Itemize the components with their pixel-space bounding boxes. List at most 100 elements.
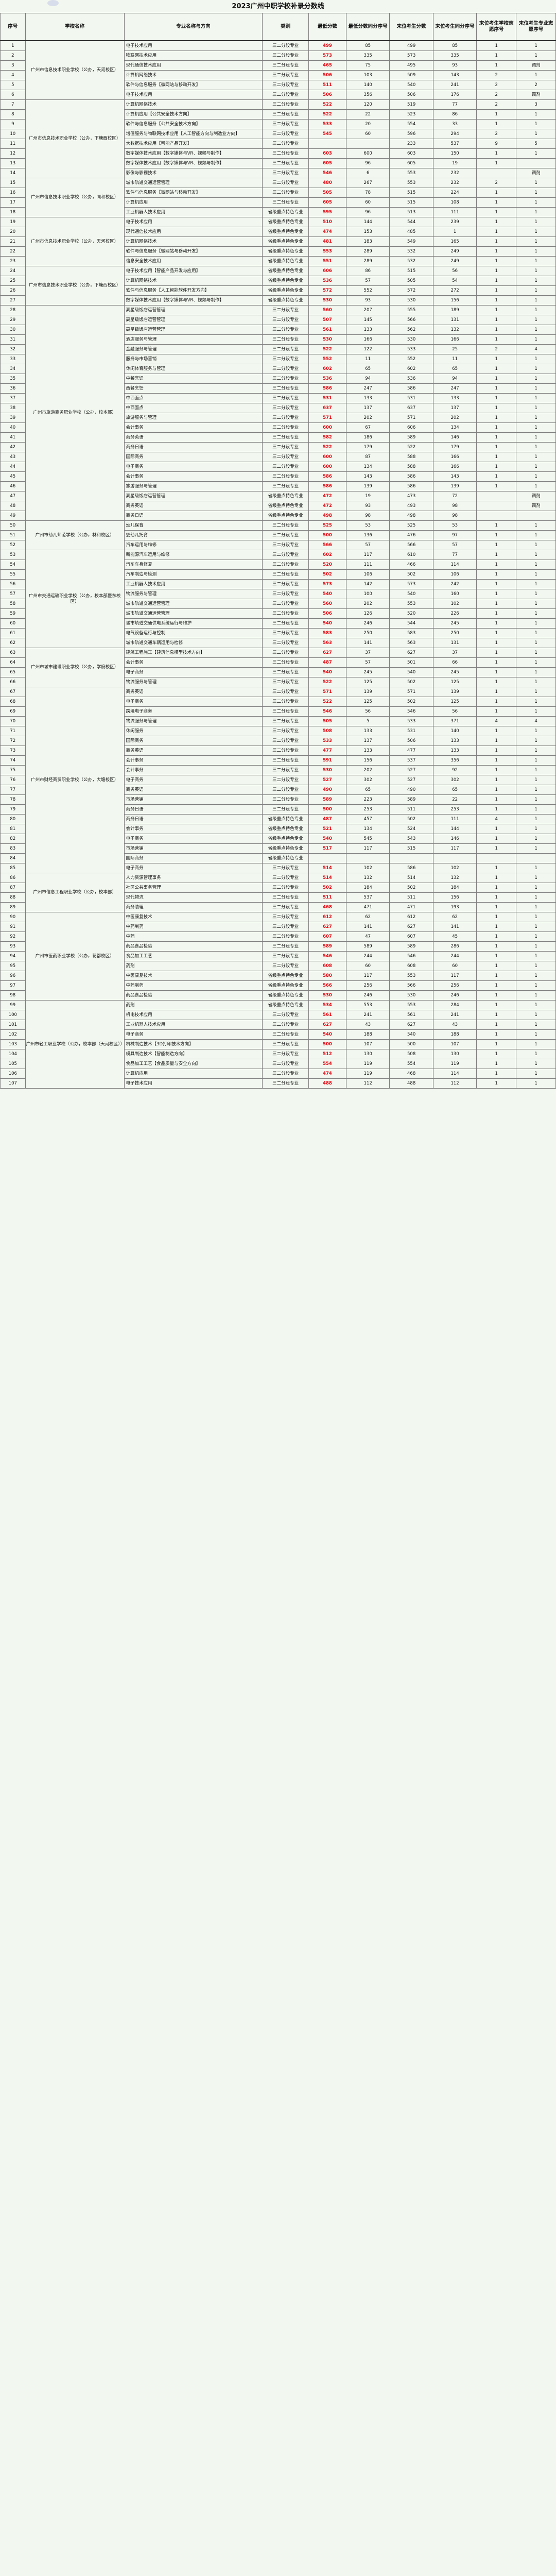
cell-category: 三二分段专业: [262, 188, 309, 198]
cell-min-score: 540: [308, 618, 346, 629]
cell-major-wish: 1: [516, 785, 556, 795]
cell-category: 三二分段专业: [262, 119, 309, 129]
cell-school-wish: 1: [476, 628, 517, 638]
cell-min-rank: 103: [345, 70, 390, 80]
cell-school-wish: 1: [476, 403, 517, 413]
cell-last-score: 520: [389, 608, 433, 619]
cell-last-score: 488: [389, 1078, 433, 1089]
cell-min-score: 480: [308, 178, 346, 188]
cell-last-score: 540: [389, 589, 433, 599]
cell-category: 三二分段专业: [262, 442, 309, 452]
cell-index: 81: [0, 824, 26, 834]
cell-min-rank: 22: [345, 109, 390, 120]
cell-last-rank: 66: [432, 657, 477, 668]
cell-major-wish: 1: [516, 462, 556, 472]
cell-school-wish: 1: [476, 736, 517, 746]
cell-school-name: 广州市财经商贸职业学校（公办，大塘校区）: [25, 687, 125, 873]
cell-index: 7: [0, 99, 26, 110]
cell-last-score: 627: [389, 922, 433, 932]
cell-major-name: 城市轨道交通运营管理: [124, 608, 263, 619]
cell-major-wish: 1: [516, 883, 556, 893]
table-row: 15 广州市信息技术职业学校（公办，同和校区） 城市轨道交通运营管理 三二分段专业 48…: [0, 178, 556, 217]
cell-major-wish: 1: [516, 129, 556, 139]
cell-major-name: 城市轨道交通供电系统运行与维护: [124, 618, 263, 629]
cell-category: 三二分段专业: [262, 403, 309, 413]
cell-school-name: 广州市交通运输职业学校（公办，校本部暨东校区）: [25, 550, 125, 648]
cell-last-score: 525: [389, 520, 433, 531]
cell-school-wish: 1: [476, 648, 517, 658]
cell-last-score: 233: [389, 139, 433, 149]
table-row: 105 食品加工工艺【食品质量与安全方向】 三二分段专业 554 119 554 119 1 1: [0, 1059, 556, 1069]
cell-index: 24: [0, 266, 26, 276]
table-row: 78 市场营销 三二分段专业 589 223 589 22 1 1: [0, 794, 556, 805]
table-row: 25 计算机网络技术 省级重点特色专业 536 57 505 54 1 1: [0, 276, 556, 286]
table-row: 36 西餐烹饪 三二分段专业 586 247 586 247 1 1: [0, 383, 556, 394]
cell-last-rank: 256: [432, 980, 477, 991]
cell-min-score: 502: [308, 883, 346, 893]
cell-last-rank: 156: [432, 295, 477, 306]
cell-min-score: 500: [308, 530, 346, 540]
cell-major-name: 物联网技术应用: [124, 50, 263, 61]
cell-min-rank: 117: [345, 971, 390, 981]
cell-last-score: 468: [389, 1069, 433, 1079]
cell-major-name: 旅游服务与管理: [124, 481, 263, 492]
cell-index: 23: [0, 256, 26, 266]
cell-last-rank: 131: [432, 638, 477, 648]
cell-major-name: 电子商务: [124, 1029, 263, 1040]
cell-last-rank: [432, 853, 477, 863]
cell-min-score: 517: [308, 843, 346, 854]
cell-min-rank: 241: [345, 1010, 390, 1020]
cell-school-name: 广州市信息技术职业学校（公办，天河校区）: [25, 40, 125, 100]
cell-index: 46: [0, 481, 26, 492]
cell-major-wish: 1: [516, 197, 556, 208]
cell-min-score: 589: [308, 941, 346, 952]
cell-min-rank: 202: [345, 599, 390, 609]
cell-school-wish: 1: [476, 980, 517, 991]
cell-major-wish: 调剂: [516, 168, 556, 178]
cell-last-rank: 125: [432, 677, 477, 687]
cell-last-rank: 146: [432, 432, 477, 443]
cell-last-score: 524: [389, 824, 433, 834]
cell-major-wish: 1: [516, 765, 556, 775]
cell-major-name: 计算机网络技术: [124, 99, 263, 110]
cell-last-rank: 160: [432, 589, 477, 599]
cell-major-wish: 1: [516, 550, 556, 560]
cell-last-score: 566: [389, 315, 433, 325]
cell-major-wish: 1: [516, 246, 556, 257]
cell-category: 省级重点特色专业: [262, 814, 309, 824]
cell-min-rank: 289: [345, 246, 390, 257]
cell-min-rank: 60: [345, 197, 390, 208]
cell-category: 三二分段专业: [262, 677, 309, 687]
cell-last-score: 522: [389, 442, 433, 452]
cell-major-name: 电子技术应用: [124, 1078, 263, 1089]
cell-last-score: 530: [389, 334, 433, 345]
cell-last-rank: 166: [432, 462, 477, 472]
cell-min-score: 474: [308, 1069, 346, 1079]
cell-last-score: 519: [389, 99, 433, 110]
cell-min-rank: 267: [345, 178, 390, 188]
cell-major-wish: 5: [516, 139, 556, 149]
cell-last-rank: 245: [432, 618, 477, 629]
cell-major-wish: 1: [516, 843, 556, 854]
cell-min-rank: 47: [345, 931, 390, 942]
cell-min-rank: 256: [345, 980, 390, 991]
cell-category: 省级重点特色专业: [262, 971, 309, 981]
cell-min-score: 571: [308, 413, 346, 423]
cell-major-name: 金融服务与管理: [124, 344, 263, 354]
cell-min-score: 530: [308, 334, 346, 345]
cell-major-wish: 1: [516, 354, 556, 364]
table-row: 46 旅游服务与管理 三二分段专业 586 139 586 139 1 1: [0, 481, 556, 492]
cell-min-score: 533: [308, 736, 346, 746]
cell-school-wish: 1: [476, 422, 517, 433]
cell-major-wish: 1: [516, 873, 556, 883]
table-row: 4 计算机网络技术 三二分段专业 506 103 509 143 2 1: [0, 70, 556, 80]
cell-category: 三二分段专业: [262, 706, 309, 717]
cell-major-name: 电子商务: [124, 462, 263, 472]
cell-category: 三二分段专业: [262, 139, 309, 149]
cell-min-rank: 37: [345, 648, 390, 658]
cell-category: 三二分段专业: [262, 168, 309, 178]
cell-category: 三二分段专业: [262, 941, 309, 952]
cell-last-score: 499: [389, 40, 433, 51]
cell-last-rank: 108: [432, 197, 477, 208]
cell-last-score: 498: [389, 511, 433, 521]
